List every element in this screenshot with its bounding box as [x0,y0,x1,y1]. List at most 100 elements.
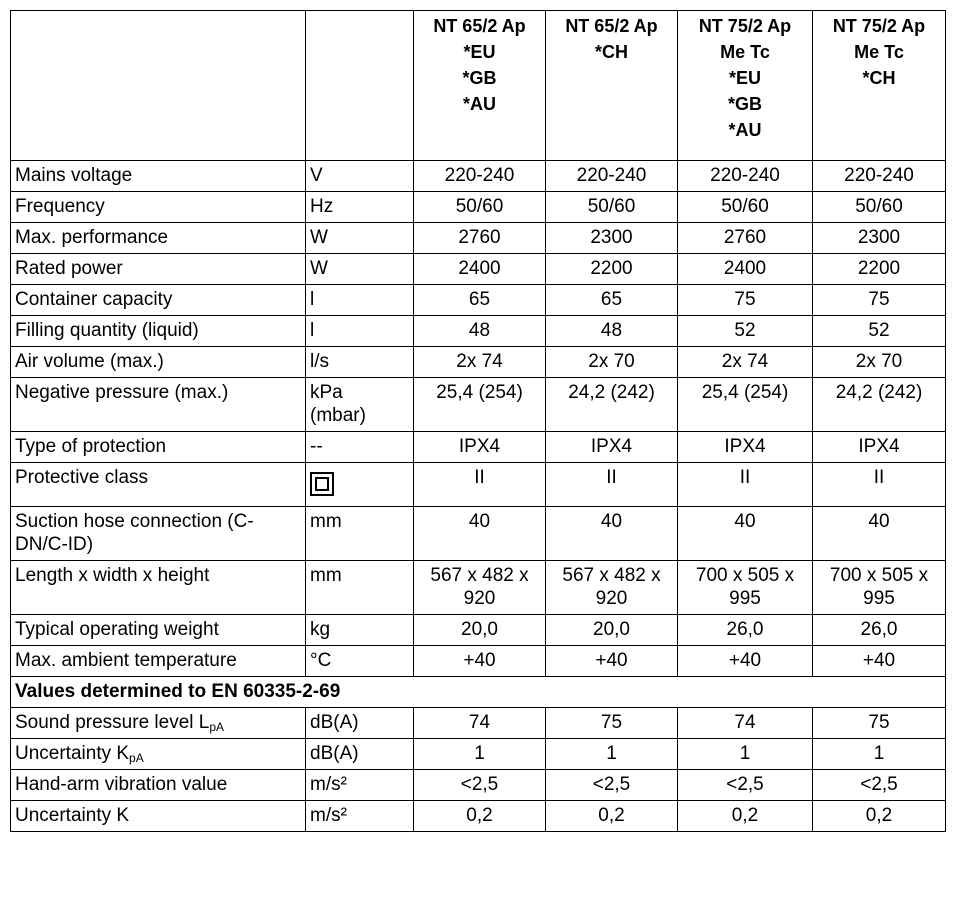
table-row: Filling quantity (liquid) l 48 48 52 52 [10,315,946,347]
label-cell: Max. ambient temperature [10,645,306,677]
value-cell: 40 [812,506,946,561]
unit-cell: V [305,160,414,192]
label: Uncertainty K [15,743,130,764]
value-cell: IPX4 [812,431,946,463]
value-cell: IPX4 [413,431,546,463]
section-cell: Values determined to EN 60335-2-69 [10,676,946,708]
value-cell: 25,4 (254) [413,377,546,432]
value-cell: 75 [812,284,946,316]
label: Length x width x height [15,565,210,586]
value-cell: 2x 70 [812,346,946,378]
unit-cell: Hz [305,191,414,223]
value-cell: IPX4 [677,431,813,463]
table-row: Sound pressure level LpA dB(A) 74 75 74 75 [10,707,946,739]
label-subscript: pA [209,720,225,734]
spec-table: NT 65/2 Ap *EU *GB *AU NT 65/2 Ap *CH NT 75/2 … [10,10,946,832]
label-cell: Rated power [10,253,306,285]
unit-cell: W [305,222,414,254]
label-cell: Uncertainty K [10,800,306,832]
label-subscript: pA [129,751,144,765]
label: Rated power [15,258,123,279]
value-cell: 25,4 (254) [677,377,813,432]
unit-cell: m/s² [305,769,414,801]
unit-cell: dB(A) [305,738,414,770]
value-cell: 1 [677,738,813,770]
value-cell: 2760 [413,222,546,254]
unit-cell [305,462,414,507]
value-cell: IPX4 [545,431,678,463]
unit-cell: dB(A) [305,707,414,739]
label-cell: Negative pressure (max.) [10,377,306,432]
unit-cell: m/s² [305,800,414,832]
table-row: Suction hose connection (C-DN/C-ID) mm 40 4… [10,506,946,561]
header-line: *AU [462,94,496,114]
unit-cell: l [305,284,414,316]
unit-cell: W [305,253,414,285]
header-cell: NT 65/2 Ap *EU *GB *AU [413,10,546,161]
label-cell: Container capacity [10,284,306,316]
unit-cell: l/s [305,346,414,378]
value-cell: 1 [545,738,678,770]
value-cell: +40 [812,645,946,677]
label: Air volume (max.) [15,351,164,372]
header-row: NT 65/2 Ap *EU *GB *AU NT 65/2 Ap *CH NT 75/2 … [10,10,946,161]
table-row: Values determined to EN 60335-2-69 [10,676,946,708]
value-cell: 220-240 [677,160,813,192]
value-cell: II [413,462,546,507]
value-cell: 220-240 [413,160,546,192]
value-cell: 2x 74 [677,346,813,378]
value-cell: 74 [677,707,813,739]
label-cell: Max. performance [10,222,306,254]
table-row: Air volume (max.) l/s 2x 74 2x 70 2x 74 2x 70 [10,346,946,378]
unit-cell: °C [305,645,414,677]
header-cell: NT 65/2 Ap *CH [545,10,678,161]
label-cell: Protective class [10,462,306,507]
label: Typical operating weight [15,619,219,640]
unit-cell: kg [305,614,414,646]
label: Protective class [15,467,149,488]
table-body: NT 65/2 Ap *EU *GB *AU NT 65/2 Ap *CH NT 75/2 … [10,10,946,832]
header-line: NT 75/2 Ap [832,16,926,36]
label-cell: Hand-arm vibration value [10,769,306,801]
label-cell: Frequency [10,191,306,223]
table-row: Hand-arm vibration value m/s² <2,5 <2,5 <2,5… [10,769,946,801]
header-cell: NT 75/2 Ap Me Tc *EU *GB *AU [677,10,813,161]
value-cell: 0,2 [677,800,813,832]
value-cell: <2,5 [677,769,813,801]
label: Type of protection [15,436,167,457]
value-cell: 0,2 [413,800,546,832]
table-row: Container capacity l 65 65 75 75 [10,284,946,316]
value-cell: 20,0 [545,614,678,646]
label: Negative pressure (max.) [15,382,229,403]
value-cell: 52 [812,315,946,347]
header-line: *EU [728,68,761,88]
value-cell: 40 [677,506,813,561]
value-cell: II [812,462,946,507]
label: Max. performance [15,227,169,248]
value-cell: 20,0 [413,614,546,646]
label: Max. ambient temperature [15,650,237,671]
value-cell: 65 [545,284,678,316]
label: Mains voltage [15,165,133,186]
value-cell: 40 [413,506,546,561]
value-cell: <2,5 [413,769,546,801]
value-cell: 24,2 (242) [545,377,678,432]
value-cell: 50/60 [413,191,546,223]
value-cell: 2760 [677,222,813,254]
value-cell: 26,0 [677,614,813,646]
label-cell: Mains voltage [10,160,306,192]
value-cell: 0,2 [545,800,678,832]
label: Frequency [15,196,105,217]
table-row: Rated power W 2400 2200 2400 2200 [10,253,946,285]
protective-class-icon [310,472,334,496]
value-cell: <2,5 [545,769,678,801]
value-cell: 75 [677,284,813,316]
value-cell: 700 x 505 x 995 [677,560,813,615]
table-row: Negative pressure (max.) kPa (mbar) 25,4 (… [10,377,946,432]
label-cell: Filling quantity (liquid) [10,315,306,347]
label-cell: Length x width x height [10,560,306,615]
value-cell: +40 [545,645,678,677]
value-cell: 24,2 (242) [812,377,946,432]
value-cell: II [677,462,813,507]
